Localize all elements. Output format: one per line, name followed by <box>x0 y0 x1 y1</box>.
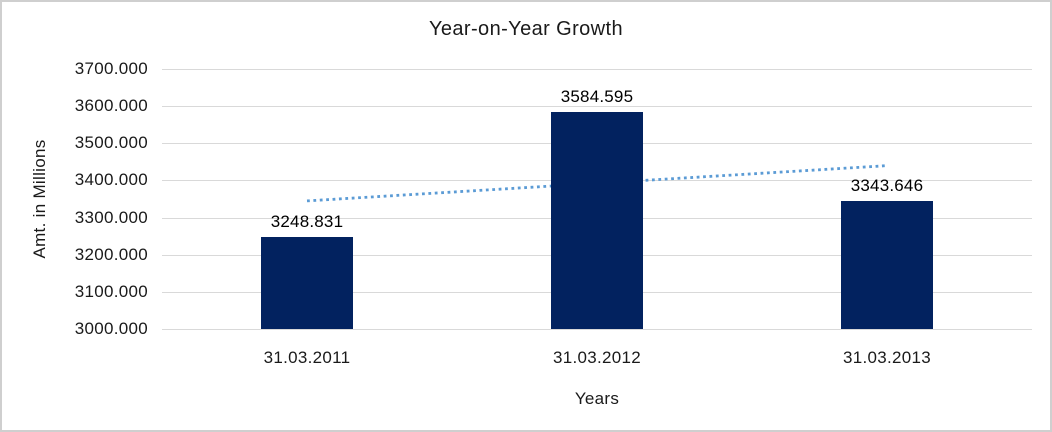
bar <box>841 201 933 329</box>
bar-value-label: 3584.595 <box>560 86 634 106</box>
y-tick-label: 3100.000 <box>74 281 148 301</box>
x-tick-label: 31.03.2013 <box>842 348 932 367</box>
bar <box>261 236 353 329</box>
y-tick-label: 3500.000 <box>74 133 148 153</box>
bar-value-label: 3248.831 <box>270 211 344 231</box>
gridline <box>162 106 1032 108</box>
y-tick-label: 3200.000 <box>74 244 148 264</box>
bar-value-label: 3343.646 <box>850 176 924 196</box>
x-axis-title: Years <box>574 389 620 408</box>
y-tick-label: 3300.000 <box>74 207 148 227</box>
bar <box>551 111 643 329</box>
y-tick-label: 3700.000 <box>74 59 148 78</box>
chart-title: Year-on-Year Growth <box>428 18 623 40</box>
gridline <box>162 69 1032 70</box>
y-tick-label: 3000.000 <box>74 319 148 338</box>
gridline <box>162 329 1032 330</box>
x-tick-label: 31.03.2012 <box>552 348 642 367</box>
y-tick-label: 3400.000 <box>74 170 148 190</box>
y-tick-label: 3600.000 <box>74 96 148 116</box>
x-tick-label: 31.03.2011 <box>263 348 351 367</box>
